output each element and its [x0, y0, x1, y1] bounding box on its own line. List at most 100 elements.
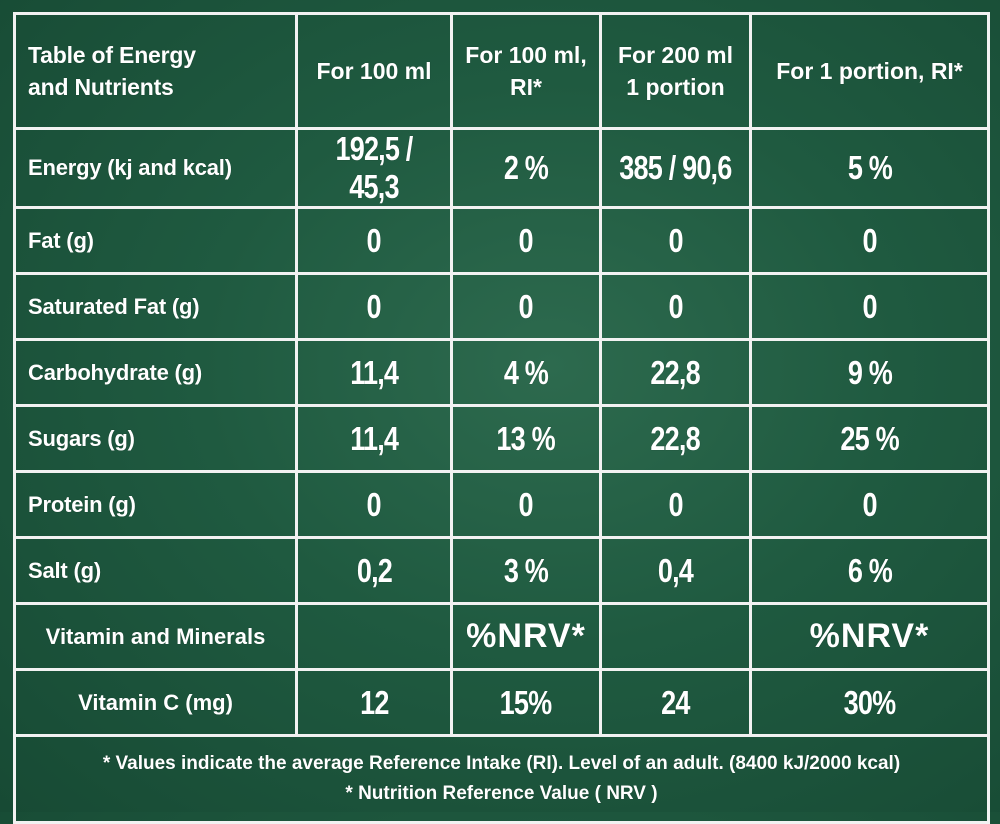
cell-value: 0: [749, 272, 990, 341]
header-title-line2: and Nutrients: [28, 74, 174, 100]
row-label-carbohydrate: Carbohydrate (g): [13, 338, 298, 407]
cell-value: 0,4: [599, 536, 752, 605]
value-text: 5 %: [847, 149, 892, 186]
value-text: 0,2: [356, 551, 392, 589]
cell-value: 11,4: [295, 338, 453, 407]
footnote: * Values indicate the average Reference …: [13, 734, 990, 824]
cell-value: 0: [749, 206, 990, 275]
value-text: 0: [366, 485, 382, 523]
header-title-line1: Table of Energy: [28, 42, 196, 68]
value-text: 385 / 90,6: [619, 149, 732, 186]
header-col3-line1: For 200 ml: [617, 42, 734, 68]
footnote-nrv: * Nutrition Reference Value ( NRV ): [345, 783, 658, 804]
cell-value: 30%: [749, 668, 990, 737]
value-text: 30%: [843, 683, 897, 721]
value-text: 0: [366, 221, 382, 259]
table-row: Salt (g) 0,2 3 % 0,4 6 %: [13, 536, 990, 605]
header-title-cell: Table of Energy and Nutrients: [13, 12, 298, 130]
table-row: Sugars (g) 11,4 13 % 22,8 25 %: [13, 404, 990, 473]
cell-value: 3 %: [450, 536, 602, 605]
value-text: 0: [862, 221, 877, 259]
row-label-energy: Energy (kj and kcal): [13, 127, 298, 209]
table-header-row: Table of Energy and Nutrients For 100 ml…: [13, 12, 990, 130]
cell-value: 0: [295, 470, 453, 539]
row-label-salt: Salt (g): [13, 536, 298, 605]
value-text: 9 %: [847, 353, 892, 391]
value-text: 13 %: [496, 419, 556, 457]
value-text: 24: [661, 683, 690, 721]
cell-empty: [599, 602, 752, 671]
cell-value: 9 %: [749, 338, 990, 407]
header-col-per-100ml-ri: For 100 ml, RI*: [450, 12, 602, 130]
row-label-vitamin-c: Vitamin C (mg): [13, 668, 298, 737]
row-label-protein: Protein (g): [13, 470, 298, 539]
cell-value: 5 %: [749, 127, 990, 209]
header-col2-line1: For 100 ml,: [465, 42, 587, 68]
cell-value: 2 %: [450, 127, 602, 209]
cell-value: 0: [450, 470, 602, 539]
cell-value: 4 %: [450, 338, 602, 407]
nrv-label: %NRV*: [749, 602, 990, 671]
value-text: 192,5 / 45,3: [335, 130, 413, 205]
cell-value: 6 %: [749, 536, 990, 605]
cell-value: 12: [295, 668, 453, 737]
header-col-portion-ri: For 1 portion, RI*: [749, 12, 990, 130]
value-text: 0: [862, 287, 877, 325]
cell-value: 0: [450, 206, 602, 275]
header-col-per-portion: For 200 ml 1 portion: [599, 12, 752, 130]
cell-value: 385 / 90,6: [599, 127, 752, 209]
cell-value: 192,5 / 45,3: [295, 127, 453, 209]
nutrition-table: Table of Energy and Nutrients For 100 ml…: [13, 12, 990, 824]
value-text: 0: [518, 485, 534, 523]
value-text: 22,8: [650, 419, 701, 457]
cell-value: 11,4: [295, 404, 453, 473]
table-row: Saturated Fat (g) 0 0 0 0: [13, 272, 990, 341]
value-text: 0: [518, 287, 534, 325]
table-footer-row: * Values indicate the average Reference …: [13, 734, 990, 824]
cell-value: 15%: [450, 668, 602, 737]
cell-value: 0: [295, 206, 453, 275]
cell-empty: [295, 602, 453, 671]
table-row: Energy (kj and kcal) 192,5 / 45,3 2 % 38…: [13, 127, 990, 209]
row-label-vitamins-minerals: Vitamin and Minerals: [13, 602, 298, 671]
cell-value: 25 %: [749, 404, 990, 473]
value-text: 15%: [500, 683, 553, 721]
row-label-saturated-fat: Saturated Fat (g): [13, 272, 298, 341]
row-label-fat: Fat (g): [13, 206, 298, 275]
value-text: 0: [518, 221, 534, 259]
table-row: Carbohydrate (g) 11,4 4 % 22,8 9 %: [13, 338, 990, 407]
cell-value: 24: [599, 668, 752, 737]
table-row-vitamin-c: Vitamin C (mg) 12 15% 24 30%: [13, 668, 990, 737]
cell-value: 13 %: [450, 404, 602, 473]
cell-value: 22,8: [599, 404, 752, 473]
cell-value: 0,2: [295, 536, 453, 605]
value-text: 3 %: [503, 551, 549, 589]
value-text: 4 %: [503, 353, 549, 391]
cell-value: 0: [599, 272, 752, 341]
value-text: 2 %: [503, 149, 549, 186]
cell-value: 0: [599, 206, 752, 275]
value-text: 12: [359, 683, 389, 721]
value-text: 0: [668, 221, 683, 259]
row-label-sugars: Sugars (g): [13, 404, 298, 473]
value-text: 6 %: [847, 551, 892, 589]
footnote-ri: * Values indicate the average Reference …: [102, 753, 901, 774]
cell-value: 0: [749, 470, 990, 539]
value-text: 0: [862, 485, 877, 523]
cell-value: 22,8: [599, 338, 752, 407]
value-text: 0,4: [657, 551, 694, 589]
header-col3-line2: 1 portion: [626, 74, 725, 100]
header-col2-line2: RI*: [510, 74, 542, 100]
value-text: 11,4: [350, 419, 399, 457]
value-text: 0: [668, 485, 683, 523]
cell-value: 0: [599, 470, 752, 539]
value-text: 22,8: [650, 353, 701, 391]
nrv-label: %NRV*: [450, 602, 602, 671]
value-text: 0: [366, 287, 382, 325]
value-text: 0: [668, 287, 683, 325]
table-row: Fat (g) 0 0 0 0: [13, 206, 990, 275]
cell-value: 0: [295, 272, 453, 341]
value-text: 11,4: [350, 353, 399, 391]
header-col-per-100ml: For 100 ml: [295, 12, 453, 130]
cell-value: 0: [450, 272, 602, 341]
